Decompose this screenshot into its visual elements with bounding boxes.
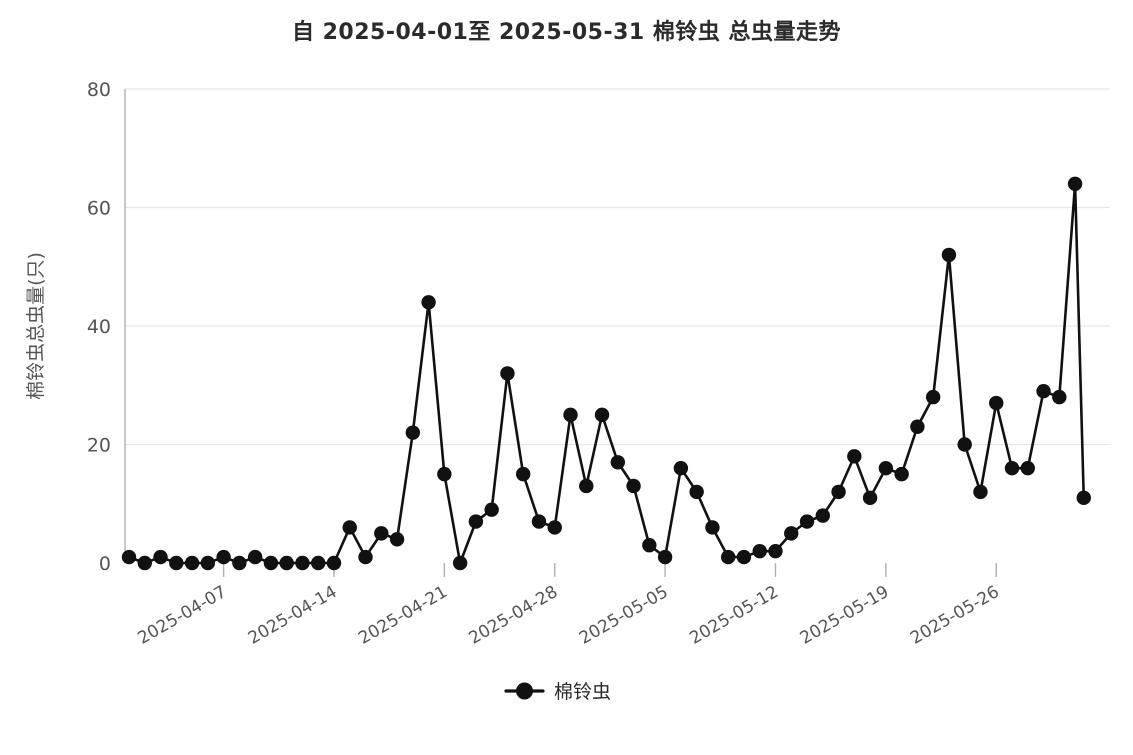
- data-point-marker: [626, 478, 641, 494]
- data-point-marker: [311, 555, 326, 571]
- data-point-marker: [452, 555, 468, 571]
- data-point-marker: [941, 247, 957, 263]
- data-point-marker: [689, 484, 704, 500]
- data-point-marker: [484, 502, 499, 517]
- x-tick-label: 2025-05-12: [686, 582, 782, 649]
- y-tick-label: 40: [87, 316, 111, 338]
- data-point-marker: [358, 549, 373, 565]
- x-tick-label: 2025-05-05: [576, 582, 672, 649]
- data-point-marker: [389, 532, 405, 547]
- data-point-marker: [579, 478, 594, 494]
- data-point-marker: [153, 549, 168, 565]
- data-point-marker: [263, 555, 279, 571]
- data-point-marker: [342, 520, 357, 535]
- x-tick-label: 2025-04-07: [135, 582, 231, 649]
- data-point-marker: [1067, 176, 1083, 191]
- data-point-marker: [736, 549, 752, 565]
- y-tick-label: 0: [99, 553, 111, 575]
- data-point-marker: [847, 449, 862, 464]
- data-point-marker: [279, 555, 294, 571]
- data-point-marker: [516, 466, 531, 482]
- data-point-marker: [720, 549, 736, 565]
- x-tick-label: 2025-04-14: [245, 582, 341, 649]
- data-point-marker: [295, 555, 310, 571]
- gridlines-group: [125, 88, 1110, 446]
- data-point-marker: [705, 520, 720, 535]
- x-tick-label: 2025-04-21: [355, 582, 451, 649]
- series-markers-group: [121, 176, 1091, 571]
- data-point-marker: [878, 461, 894, 476]
- data-point-marker: [421, 295, 436, 310]
- data-point-marker: [989, 395, 1004, 411]
- data-point-marker: [232, 555, 247, 571]
- y-axis-title: 棉铃虫总虫量(只): [25, 252, 47, 400]
- data-point-marker: [657, 549, 673, 565]
- data-point-marker: [673, 461, 689, 476]
- data-point-marker: [184, 555, 200, 571]
- data-point-marker: [910, 419, 925, 434]
- data-point-marker: [247, 549, 263, 565]
- data-point-marker: [862, 490, 878, 506]
- data-point-marker: [216, 549, 231, 565]
- data-point-marker: [799, 514, 815, 529]
- data-point-marker: [200, 555, 216, 571]
- data-point-marker: [437, 466, 452, 482]
- y-tick-label: 20: [87, 435, 111, 457]
- legend-marker-icon: [516, 682, 533, 700]
- x-tick-label: 2025-05-26: [907, 582, 1003, 649]
- data-point-marker: [121, 549, 137, 565]
- data-point-marker: [831, 484, 846, 500]
- data-point-marker: [374, 526, 389, 541]
- data-point-marker: [1020, 461, 1035, 476]
- data-point-marker: [1076, 490, 1091, 506]
- x-tick-label: 2025-05-19: [797, 582, 893, 649]
- data-point-marker: [563, 407, 578, 423]
- data-point-marker: [594, 407, 610, 423]
- x-tick-label: 2025-04-28: [466, 582, 562, 649]
- data-point-marker: [925, 389, 941, 405]
- data-point-marker: [784, 526, 799, 541]
- data-point-marker: [752, 543, 767, 559]
- data-point-marker: [957, 437, 972, 452]
- data-point-marker: [137, 555, 152, 571]
- y-tick-label: 80: [87, 79, 111, 101]
- chart-title: 自 2025-04-01至 2025-05-31 棉铃虫 总虫量走势: [291, 20, 842, 45]
- y-tick-label: 60: [87, 198, 111, 220]
- data-point-marker: [326, 555, 342, 571]
- data-point-marker: [531, 514, 547, 529]
- y-tick-labels-group: 0 20 40 60 80: [87, 79, 111, 575]
- data-point-marker: [1036, 383, 1051, 399]
- data-point-marker: [973, 484, 988, 500]
- data-point-marker: [642, 538, 657, 553]
- data-point-marker: [1052, 389, 1067, 405]
- data-point-marker: [815, 508, 830, 523]
- data-point-marker: [610, 455, 626, 470]
- data-point-marker: [405, 425, 421, 440]
- x-tick-labels-group: 2025-04-07 2025-04-14 2025-04-21 2025-04-28…: [135, 582, 1003, 649]
- data-point-marker: [768, 543, 783, 559]
- data-point-marker: [500, 366, 515, 381]
- data-point-marker: [468, 514, 484, 529]
- legend-label: 棉铃虫: [554, 681, 611, 703]
- legend: 棉铃虫: [504, 681, 611, 703]
- data-point-marker: [1004, 461, 1020, 476]
- data-point-marker: [894, 466, 909, 482]
- data-point-marker: [169, 555, 184, 571]
- series-line-mianlingchong: [127, 182, 1086, 565]
- data-point-marker: [547, 520, 562, 535]
